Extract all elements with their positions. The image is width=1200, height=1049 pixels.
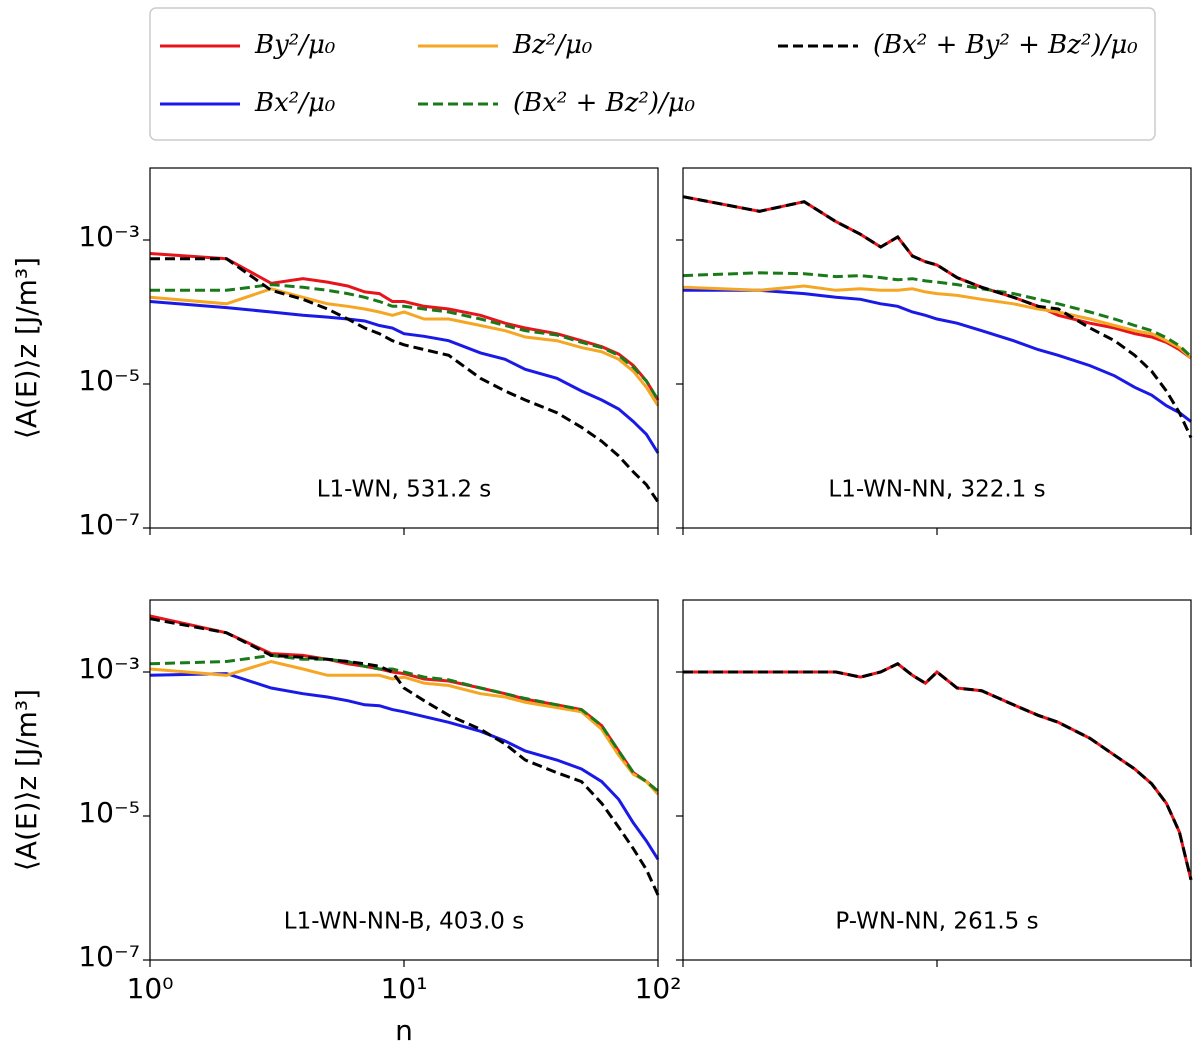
- panel-annotation: L1-WN, 531.2 s: [317, 477, 492, 503]
- y-tick-label: 10⁻⁷: [78, 508, 140, 541]
- series-line: [149, 617, 660, 896]
- y-tick-label: 10⁻⁵: [78, 796, 140, 829]
- legend-box: [149, 7, 1156, 141]
- series-line: [682, 271, 1193, 358]
- x-axis-label: n: [395, 1014, 413, 1047]
- legend-label: Bx²/μ₀: [254, 88, 336, 118]
- legend-label: (Bx² + Bz²)/μ₀: [513, 88, 696, 118]
- series-line: [149, 614, 659, 793]
- x-tick-label: 10²: [635, 972, 682, 1005]
- series-line: [150, 257, 660, 503]
- plot-frame: [682, 599, 1192, 961]
- x-tick-label: 10¹: [381, 972, 428, 1005]
- legend-label: (Bx² + By² + Bz²)/μ₀: [873, 30, 1138, 60]
- series-line: [682, 195, 1192, 360]
- y-axis-label: ⟨A(E)⟩z [J/m³]: [10, 257, 43, 439]
- series-line: [683, 662, 1193, 881]
- series-line: [150, 283, 660, 401]
- y-tick-label: 10⁻³: [78, 220, 140, 253]
- panel-annotation: P-WN-NN, 261.5 s: [835, 909, 1038, 935]
- plot-frame: [149, 599, 659, 961]
- panel-annotation: L1-WN-NN-B, 403.0 s: [284, 909, 525, 935]
- series-line: [683, 662, 1193, 881]
- series-line: [149, 252, 660, 401]
- series-line: [149, 659, 660, 796]
- y-tick-label: 10⁻³: [78, 652, 140, 685]
- y-tick-label: 10⁻⁷: [78, 940, 140, 973]
- series-line: [682, 284, 1193, 360]
- panel-annotation: L1-WN-NN, 322.1 s: [828, 477, 1045, 503]
- series-line: [682, 195, 1193, 439]
- y-axis-label: ⟨A(E)⟩z [J/m³]: [10, 689, 43, 871]
- legend-label: Bz²/μ₀: [512, 30, 593, 60]
- series-line: [149, 287, 660, 407]
- series-line: [149, 672, 660, 861]
- legend-label: By²/μ₀: [254, 30, 336, 60]
- x-tick-label: 10⁰: [127, 972, 174, 1005]
- y-tick-label: 10⁻⁵: [78, 364, 140, 397]
- series-line: [149, 300, 660, 454]
- series-line: [683, 288, 1192, 423]
- plot-frame: [682, 167, 1192, 529]
